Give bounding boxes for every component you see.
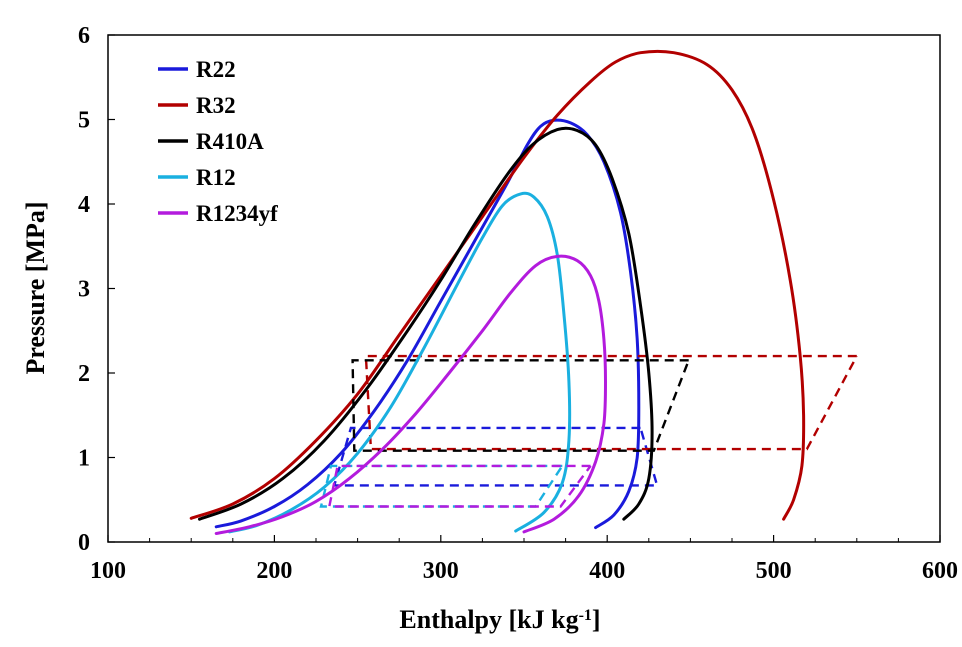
y-tick-label-6: 6 <box>78 23 90 49</box>
x-tick-label-2: 300 <box>423 558 459 584</box>
saturation-curve-r410a <box>198 126 654 521</box>
x-tick-label-3: 400 <box>589 558 625 584</box>
x-axis-title-end: ] <box>592 605 601 634</box>
cycle-line-r410a <box>351 359 690 452</box>
saturation-curve-r32 <box>189 49 806 521</box>
x-axis-title-sup: -1 <box>579 607 592 624</box>
y-tick-label-1: 1 <box>78 446 90 472</box>
saturation-curve-r12 <box>228 191 572 534</box>
legend: R22 R32 R410A R12 R1234yf <box>158 57 278 226</box>
x-tick-label-0: 100 <box>90 558 126 584</box>
legend-label-r12: R12 <box>196 165 236 190</box>
x-tick-label-4: 500 <box>756 558 792 584</box>
legend-label-r22: R22 <box>196 57 236 82</box>
y-tick-label-3: 3 <box>78 277 90 303</box>
legend-label-r1234yf: R1234yf <box>196 201 278 226</box>
x-axis-title-main: Enthalpy [kJ kg <box>399 605 578 634</box>
legend-label-r32: R32 <box>196 93 236 118</box>
saturation-curve-r1234yf <box>214 254 607 535</box>
cycle-line-r32 <box>364 354 858 451</box>
y-tick-label-5: 5 <box>78 108 90 134</box>
x-tick-label-5: 600 <box>922 558 958 584</box>
axis-ticks: 100 200 300 400 500 600 0 1 2 3 4 5 6 <box>78 23 958 584</box>
saturation-curve-r22 <box>214 118 641 530</box>
y-axis-title: Pressure [MPa] <box>21 201 50 374</box>
x-tick-label-1: 200 <box>256 558 292 584</box>
cycle-line-r22 <box>332 426 659 487</box>
x-axis-title: Enthalpy [kJ kg-1] <box>399 605 600 634</box>
cycle-line-r1234yf <box>327 464 592 508</box>
plot-area <box>189 49 858 535</box>
y-tick-label-4: 4 <box>78 192 90 218</box>
y-tick-label-2: 2 <box>78 361 90 387</box>
y-tick-label-0: 0 <box>78 530 90 556</box>
legend-label-r410a: R410A <box>196 129 264 154</box>
